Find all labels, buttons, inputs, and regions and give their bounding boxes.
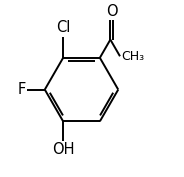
Text: F: F [17, 82, 26, 97]
Text: O: O [106, 4, 118, 19]
Text: OH: OH [52, 142, 74, 157]
Text: CH₃: CH₃ [121, 50, 144, 63]
Text: Cl: Cl [56, 20, 70, 35]
